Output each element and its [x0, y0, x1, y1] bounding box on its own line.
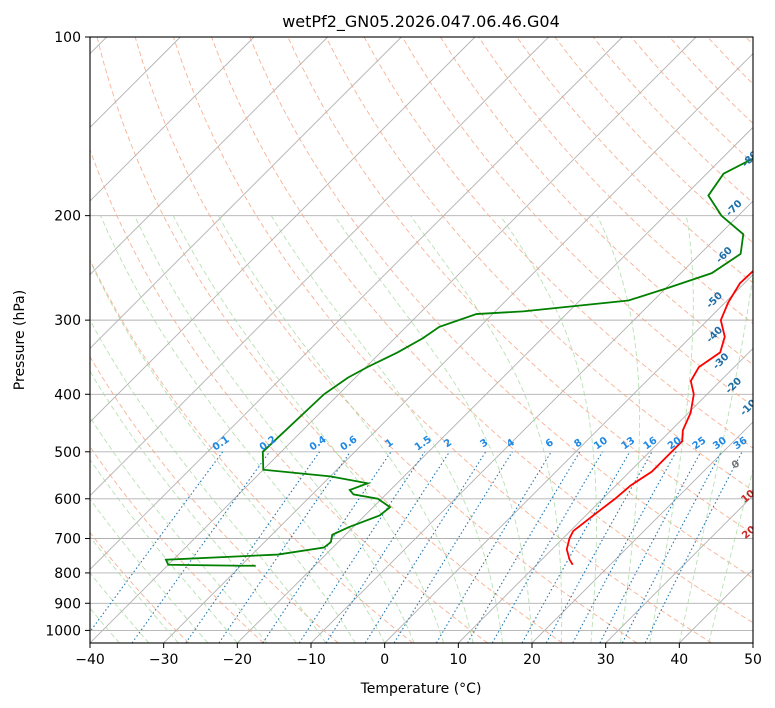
y-tick-label: 1000	[45, 623, 81, 639]
isotherm-lines	[90, 37, 753, 643]
moist-adiabat	[90, 416, 268, 643]
moist-adiabat	[100, 215, 386, 643]
moist-adiabat	[678, 271, 753, 643]
mixing-ratio-line	[90, 451, 224, 633]
isotherm-line	[237, 126, 753, 643]
moist-adiabat	[90, 319, 327, 643]
x-tick-label: 0	[380, 652, 389, 668]
y-tick-label: 500	[54, 445, 81, 461]
isotherm-line	[90, 37, 697, 643]
dry-adiabat	[440, 37, 753, 366]
moist-adiabat	[90, 259, 356, 643]
chart-title: wetPf2_GN05.2026.047.06.46.G04	[282, 12, 560, 32]
plot-area: 0.10.20.40.611.52346810131620253036-100-…	[90, 37, 753, 643]
y-tick-label: 100	[54, 30, 81, 46]
mixing-ratio-line	[545, 451, 653, 643]
y-tick-label: 600	[54, 492, 81, 508]
mixing-ratio-line	[325, 451, 451, 643]
dewpoint-profile	[164, 157, 753, 567]
moist-adiabat	[410, 215, 563, 643]
y-tick-label: 900	[54, 596, 81, 612]
x-tick-label: 40	[670, 652, 688, 668]
x-axis-label: Temperature (°C)	[360, 681, 482, 697]
dry-adiabat	[90, 531, 190, 643]
isotherm-line	[90, 37, 623, 570]
x-tick-label: −20	[223, 652, 253, 668]
y-tick-label: 400	[54, 387, 81, 403]
moist-adiabat	[649, 215, 694, 643]
isotherm-line	[458, 347, 753, 643]
dry-adiabat	[249, 37, 753, 579]
isotherm-line	[531, 421, 753, 643]
moist-adiabat	[90, 535, 179, 643]
dry-adiabat	[401, 37, 753, 407]
plot-frame	[89, 36, 754, 644]
moist-adiabat	[90, 370, 297, 643]
dry-adiabat	[172, 37, 712, 643]
isotherm-line	[605, 495, 753, 643]
dry-adiabat	[90, 258, 414, 643]
x-tick-label: −40	[75, 652, 105, 668]
dry-adiabat	[211, 37, 753, 624]
isotherm-line	[90, 37, 328, 276]
temperature-profile	[565, 269, 753, 566]
mixing-ratio-line	[599, 451, 702, 643]
mixing-ratio-line	[435, 451, 552, 643]
dry-adiabat	[516, 37, 753, 284]
mixing-ratio-line	[185, 451, 321, 643]
dry-adiabat	[90, 148, 488, 643]
moist-adiabat	[499, 215, 597, 643]
moist-adiabat	[90, 572, 150, 643]
isotherm-line	[90, 37, 402, 349]
moist-adiabat	[134, 215, 415, 643]
dry-adiabat	[325, 37, 753, 492]
y-tick-label: 200	[54, 209, 81, 225]
x-tick-label: 30	[597, 652, 615, 668]
mixing-ratio-lines	[90, 451, 743, 643]
moist-adiabat	[596, 215, 640, 643]
mixing-ratio-line	[644, 451, 743, 643]
moist-adiabat	[90, 458, 238, 643]
moist-adiabats	[90, 215, 753, 643]
dry-adiabat	[90, 355, 339, 643]
profiles	[164, 157, 753, 567]
y-tick-label: 300	[54, 313, 81, 329]
moist-adiabat	[708, 468, 753, 643]
dry-adiabat	[134, 37, 638, 643]
mixing-ratio-line	[572, 451, 677, 643]
isobar-gridlines	[90, 37, 753, 631]
moist-adiabat	[270, 215, 503, 643]
isotherm-line	[90, 37, 549, 497]
isotherm-line	[384, 274, 753, 643]
dry-adiabats	[90, 37, 753, 643]
moist-adiabat	[172, 215, 445, 643]
y-tick-label: 800	[54, 566, 81, 582]
mixing-ratio-line	[364, 451, 487, 643]
mixing-ratio-line	[218, 451, 351, 643]
mixing-ratio-line	[521, 451, 631, 643]
x-tick-label: 10	[449, 652, 467, 668]
moist-adiabat	[90, 498, 209, 643]
dry-adiabat	[90, 445, 264, 643]
dry-adiabat	[96, 37, 563, 643]
mixing-ratio-line	[262, 451, 392, 643]
x-tick-label: −30	[149, 652, 179, 668]
x-tick-label: 20	[523, 652, 541, 668]
axes: −40 −30 −20 −10 0 10 20 30 40 50 100 200 300 400 500 60…	[45, 30, 762, 668]
isotherm-line	[163, 53, 753, 643]
isotherm-line	[90, 37, 476, 423]
y-axis-label: Pressure (hPa)	[12, 290, 28, 390]
y-tick-label: 700	[54, 532, 81, 548]
x-tick-label: 50	[744, 652, 762, 668]
x-tick-label: −10	[296, 652, 326, 668]
isotherm-line	[90, 37, 255, 202]
mixing-ratio-line	[298, 451, 426, 643]
